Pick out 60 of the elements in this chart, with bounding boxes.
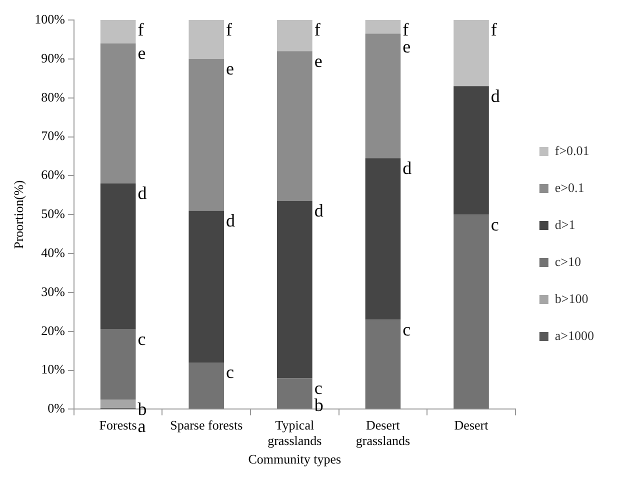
bar: [277, 20, 312, 52]
y-tick-label: 90%: [41, 50, 66, 66]
legend-label: b>100: [554, 290, 588, 306]
annotation: d: [490, 86, 500, 106]
annotation: e: [314, 50, 322, 71]
legend-label: c>10: [554, 254, 582, 269]
x-tick-label: Typical grasslands: [268, 417, 322, 448]
annotation: e: [226, 58, 234, 79]
y-tick-label: 40%: [41, 244, 66, 260]
y-tick-label: 10%: [41, 362, 66, 377]
bar: [277, 51, 312, 201]
y-tick-label: 70%: [41, 128, 66, 144]
annotation: f: [138, 20, 144, 40]
bar: [277, 200, 312, 378]
bar: [188, 20, 224, 59]
annotation: e: [138, 43, 146, 64]
x-tick-label: Sparse forests: [170, 417, 243, 432]
legend-label: a>1000: [554, 328, 594, 343]
legend-label: f>0.01: [554, 142, 590, 158]
y-tick-label: 0%: [48, 400, 66, 416]
annotation: f: [226, 20, 232, 40]
y-axis-title: Proortion(%): [11, 180, 26, 249]
bar: [365, 20, 401, 34]
legend-label: e>0.1: [554, 180, 584, 195]
x-tick-label: Forests: [99, 417, 137, 432]
legend-label: d>1: [554, 216, 576, 232]
bar: [100, 20, 136, 44]
annotation: c: [138, 329, 146, 350]
y-tick-label: 30%: [41, 284, 66, 299]
x-axis-title: Community types: [248, 452, 342, 467]
x-tick-label: Desert: [454, 417, 489, 432]
bar: [100, 43, 136, 184]
bar: [188, 58, 224, 211]
y-tick-label: 50%: [41, 206, 66, 222]
annotation: d: [314, 200, 324, 221]
bar: [365, 320, 401, 409]
annotation: c: [490, 214, 499, 234]
annotation: f: [314, 20, 320, 40]
bar: [188, 362, 224, 409]
y-tick-label: 80%: [41, 89, 66, 104]
bar: [100, 399, 136, 408]
bar: [188, 210, 224, 362]
y-tick-label: 100%: [34, 11, 66, 26]
annotation: f: [490, 20, 497, 40]
y-tick-label: 20%: [41, 322, 66, 338]
x-tick-label: Desert grasslands: [356, 417, 410, 448]
annotation: c: [226, 362, 234, 382]
annotation: d: [226, 210, 236, 230]
y-tick-label: 60%: [41, 167, 66, 182]
bar: [454, 86, 489, 215]
bar: [365, 158, 401, 320]
bar: [277, 378, 312, 409]
annotation: d: [402, 158, 412, 178]
annotation: c: [402, 319, 411, 340]
annotation: d: [138, 183, 147, 204]
bar: [100, 183, 136, 330]
bar: [454, 20, 489, 86]
bar: [100, 329, 136, 400]
bar: [454, 214, 489, 409]
bar: [365, 34, 401, 158]
